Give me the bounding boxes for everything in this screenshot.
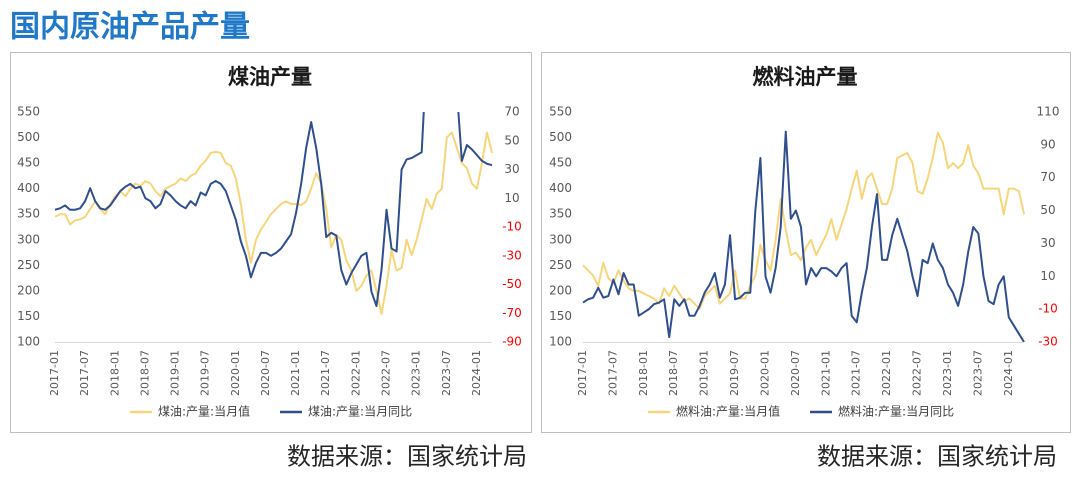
y-tick-label: 450 [17,156,40,170]
x-tick-label: 2017-07 [78,350,91,396]
y2-tick-label: -30 [502,248,522,262]
y2-tick-label: 70 [504,105,519,119]
series-line [54,131,493,315]
y-tick-label: 500 [17,130,40,144]
legend-label: 煤油:产量:当月值 [158,404,250,419]
y2-tick-label: 30 [1040,236,1055,250]
chart-title: 燃料油产量 [753,65,858,89]
x-tick-label: 2017-07 [606,350,619,396]
series-line [582,131,1025,310]
y-tick-label: 150 [549,309,572,323]
x-tick-label: 2023-01 [941,350,954,396]
x-tick-label: 2019-07 [728,350,741,396]
y-tick-label: 400 [549,181,572,195]
series-line [54,112,493,308]
y-tick-label: 500 [549,130,572,144]
y2-tick-label: 110 [1037,105,1060,119]
x-tick-label: 2020-07 [259,350,272,396]
y2-tick-label: 50 [1040,203,1055,217]
x-tick-label: 2017-01 [48,350,61,396]
x-tick-label: 2017-01 [576,350,589,396]
x-tick-label: 2018-01 [108,350,121,396]
chart-title: 煤油产量 [228,65,312,89]
y-tick-label: 200 [17,283,40,297]
y-tick-label: 550 [17,105,40,119]
x-tick-label: 2021-07 [850,350,863,396]
y2-tick-label: -30 [1038,335,1058,349]
x-tick-label: 2020-07 [789,350,802,396]
x-tick-label: 2020-01 [758,350,771,396]
x-tick-label: 2023-07 [440,350,453,396]
y2-tick-label: 30 [504,162,519,176]
y2-tick-label: -10 [1038,302,1058,316]
x-tick-label: 2018-01 [637,350,650,396]
y-tick-label: 250 [549,258,572,272]
y-tick-label: 300 [17,232,40,246]
y2-tick-label: -50 [502,277,522,291]
x-tick-label: 2020-01 [229,350,242,396]
y2-tick-label: 10 [1040,269,1055,283]
y-tick-label: 400 [17,181,40,195]
y2-tick-label: 90 [1040,137,1055,151]
x-tick-label: 2022-01 [880,350,893,396]
y2-tick-label: 10 [504,191,519,205]
series-line [582,130,1025,342]
x-tick-label: 2019-01 [698,350,711,396]
y-tick-label: 100 [549,335,572,349]
source: 数据来源：国家统计局 [287,443,527,471]
y-tick-label: 150 [17,309,40,323]
legend-label: 煤油:产量:当月同比 [308,405,412,419]
y2-tick-label: -90 [502,335,522,349]
x-tick-label: 2021-01 [289,350,302,396]
x-tick-label: 2022-07 [380,350,393,396]
y-tick-label: 550 [549,105,572,119]
y2-tick-label: 50 [504,133,519,147]
y-tick-label: 350 [549,207,572,221]
y-tick-label: 200 [549,283,572,297]
x-tick-label: 2022-07 [911,350,924,396]
x-tick-label: 2018-07 [138,350,151,396]
x-tick-label: 2019-07 [199,350,212,396]
x-tick-label: 2024-01 [470,350,483,396]
x-tick-label: 2023-07 [971,350,984,396]
x-tick-label: 2024-01 [1002,350,1015,396]
x-tick-label: 2023-01 [410,350,423,396]
source: 数据来源：国家统计局 [817,443,1057,471]
x-tick-label: 2018-07 [667,350,680,396]
legend-label: 燃料油:产量:当月同比 [838,404,954,419]
page-title: 国内原油产品产量 [10,10,250,45]
y-tick-label: 100 [17,335,40,349]
panel [541,52,1071,433]
y-tick-label: 300 [549,232,572,246]
x-tick-label: 2019-01 [169,350,182,396]
y2-tick-label: -10 [502,220,522,234]
y-tick-label: 450 [549,156,572,170]
legend-label: 燃料油:产量:当月值 [676,404,780,419]
y2-tick-label: -70 [502,306,522,320]
x-tick-label: 2022-01 [349,350,362,396]
y-tick-label: 250 [17,258,40,272]
x-tick-label: 2021-07 [319,350,332,396]
y-tick-label: 350 [17,207,40,221]
x-tick-label: 2021-01 [819,350,832,396]
y2-tick-label: 70 [1040,170,1055,184]
panel [10,52,532,433]
